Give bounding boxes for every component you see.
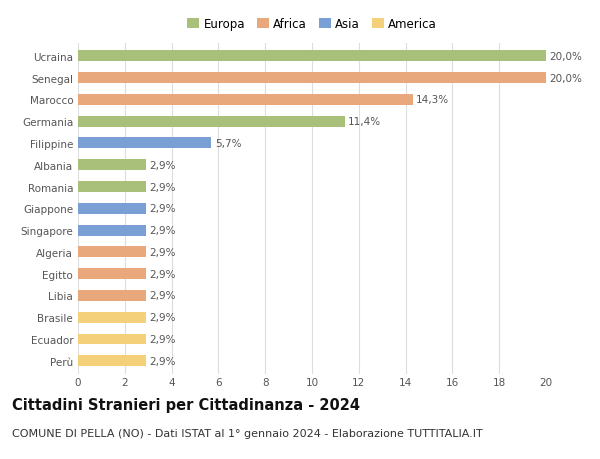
Bar — [78, 138, 211, 149]
Text: 2,9%: 2,9% — [149, 225, 176, 235]
Text: 2,9%: 2,9% — [149, 182, 176, 192]
Bar — [78, 247, 146, 258]
Text: 2,9%: 2,9% — [149, 160, 176, 170]
Bar — [78, 117, 345, 127]
Text: 2,9%: 2,9% — [149, 334, 176, 344]
Text: 11,4%: 11,4% — [348, 117, 382, 127]
Text: 20,0%: 20,0% — [550, 73, 583, 84]
Text: 14,3%: 14,3% — [416, 95, 449, 105]
Bar — [78, 51, 546, 62]
Text: 2,9%: 2,9% — [149, 356, 176, 366]
Text: Cittadini Stranieri per Cittadinanza - 2024: Cittadini Stranieri per Cittadinanza - 2… — [12, 397, 360, 412]
Bar — [78, 334, 146, 345]
Bar — [78, 203, 146, 214]
Bar — [78, 95, 413, 106]
Text: COMUNE DI PELLA (NO) - Dati ISTAT al 1° gennaio 2024 - Elaborazione TUTTITALIA.I: COMUNE DI PELLA (NO) - Dati ISTAT al 1° … — [12, 428, 483, 438]
Text: 2,9%: 2,9% — [149, 269, 176, 279]
Bar — [78, 182, 146, 192]
Bar — [78, 312, 146, 323]
Legend: Europa, Africa, Asia, America: Europa, Africa, Asia, America — [187, 18, 437, 31]
Bar — [78, 225, 146, 236]
Text: 5,7%: 5,7% — [215, 139, 241, 149]
Bar — [78, 356, 146, 366]
Bar — [78, 269, 146, 280]
Text: 2,9%: 2,9% — [149, 247, 176, 257]
Text: 2,9%: 2,9% — [149, 204, 176, 214]
Text: 20,0%: 20,0% — [550, 52, 583, 62]
Bar — [78, 291, 146, 301]
Text: 2,9%: 2,9% — [149, 313, 176, 323]
Text: 2,9%: 2,9% — [149, 291, 176, 301]
Bar — [78, 160, 146, 171]
Bar — [78, 73, 546, 84]
